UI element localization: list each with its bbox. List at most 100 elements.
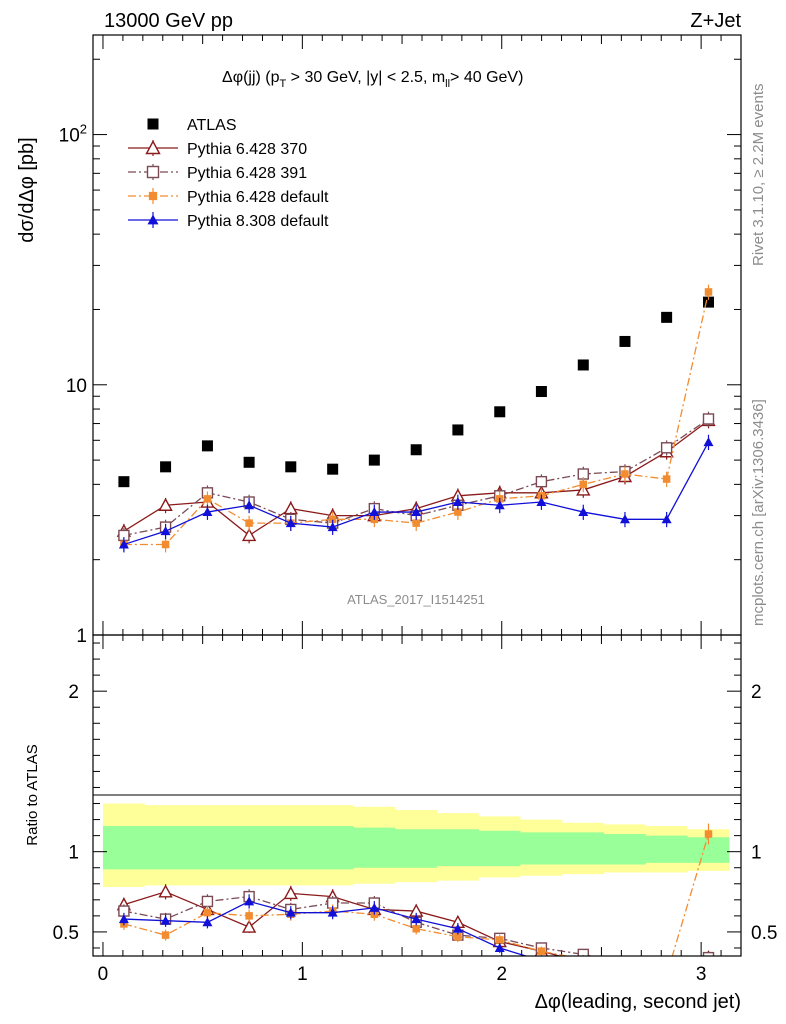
ratio-y-tick-label-left: 1 xyxy=(68,843,79,864)
main-y-tick-label: 1 xyxy=(76,626,87,647)
data-point-marker xyxy=(327,522,338,532)
main-y-tick-label: 10 xyxy=(66,376,87,397)
legend-entry-p8def: Pythia 8.308 default xyxy=(128,212,329,230)
data-point-marker xyxy=(201,440,213,452)
data-point-marker xyxy=(660,442,673,454)
data-point-marker xyxy=(285,907,296,917)
legend-entry-atlas: ATLAS xyxy=(147,117,237,134)
data-point-marker xyxy=(579,480,588,489)
ratio-ticks xyxy=(93,642,741,949)
data-point-marker xyxy=(452,497,463,507)
legend-entry-p391: Pythia 6.428 391 xyxy=(128,164,307,182)
data-point-marker xyxy=(202,917,213,927)
data-point-marker xyxy=(160,915,171,925)
data-point-marker xyxy=(536,497,547,507)
data-point-marker xyxy=(411,914,422,924)
data-point-marker xyxy=(410,444,422,456)
data-point-marker xyxy=(285,461,297,473)
ratio-y-tick-label-left: 2 xyxy=(68,682,79,703)
main-y-tick-label: 102 xyxy=(59,122,87,147)
data-point-marker xyxy=(369,507,380,517)
data-point-marker xyxy=(703,296,715,308)
ratio-frame xyxy=(92,634,742,957)
data-point-marker xyxy=(577,359,589,371)
data-point-marker xyxy=(662,981,672,990)
ratio-y-tick-label-right: 0.5 xyxy=(751,923,777,944)
data-point-marker xyxy=(494,406,506,418)
series-line-p391 xyxy=(123,418,709,537)
legend-label: ATLAS xyxy=(187,117,237,134)
data-point-marker xyxy=(704,288,713,296)
plot-title-sub-2: ll xyxy=(445,78,450,90)
data-point-marker xyxy=(243,456,255,468)
plot-title-part-2: > 30 GeV, |y| < 2.5, m xyxy=(286,69,445,86)
tick-base: 10 xyxy=(59,126,80,147)
main-panel: dσ/dΔφ [pb] Δφ(jj) (pT > 30 GeV, |y| < 2… xyxy=(16,34,742,956)
data-point-marker xyxy=(148,191,158,201)
data-point-marker xyxy=(662,475,671,483)
data-point-marker xyxy=(245,519,253,527)
data-point-marker xyxy=(661,961,673,972)
legend-label: Pythia 6.428 default xyxy=(187,189,329,206)
x-tick-label: 3 xyxy=(696,964,707,985)
data-point-marker xyxy=(619,335,631,347)
plot-title-sub-1: T xyxy=(280,78,287,90)
data-point-marker xyxy=(702,413,715,425)
series-line-p6def xyxy=(123,291,710,546)
data-point-marker xyxy=(494,500,505,510)
data-point-marker xyxy=(619,961,631,972)
ratio-data xyxy=(116,823,715,990)
data-point-marker xyxy=(619,514,630,524)
legend-label: Pythia 8.308 default xyxy=(187,213,329,230)
plot-title-part-3: > 40 GeV) xyxy=(450,69,523,86)
data-point-marker xyxy=(118,539,129,549)
data-point-marker xyxy=(201,895,214,908)
data-point-marker xyxy=(578,507,589,517)
data-point-marker xyxy=(454,508,462,516)
header-left: 13000 GeV pp xyxy=(104,10,233,32)
ratio-line-p391 xyxy=(123,895,594,956)
main-y-axis-label: dσ/dΔφ [pb] xyxy=(16,137,38,242)
data-point-marker xyxy=(118,914,129,924)
data-point-marker xyxy=(412,924,420,933)
data-point-marker xyxy=(369,902,380,912)
data-point-marker xyxy=(535,475,548,488)
data-point-marker xyxy=(535,386,547,398)
data-point-marker xyxy=(577,948,589,956)
legend-label: Pythia 6.428 370 xyxy=(187,141,307,158)
data-point-marker xyxy=(202,507,213,517)
data-point-marker xyxy=(661,514,672,524)
data-point-marker xyxy=(145,140,161,155)
legend-entry-p6def: Pythia 6.428 default xyxy=(128,188,329,206)
data-point-marker xyxy=(328,515,337,524)
tick-exponent: 2 xyxy=(80,122,87,137)
ratio-y-axis-label: Ratio to ATLAS xyxy=(24,744,41,845)
data-point-marker xyxy=(118,476,130,488)
data-point-marker xyxy=(158,884,173,898)
header-right: Z+Jet xyxy=(690,10,741,32)
ratio-panel: Ratio to ATLAS Δφ(leading, second jet) 0… xyxy=(24,634,777,1013)
x-tick-label: 0 xyxy=(98,964,109,985)
data-point-marker xyxy=(494,942,505,952)
data-point-marker xyxy=(147,118,159,130)
plot-title-part-1: Δφ(jj) (p xyxy=(222,69,280,86)
data-point-marker xyxy=(661,311,673,323)
ratio-uncertainty-bands xyxy=(102,803,730,887)
data-point-marker xyxy=(495,936,504,944)
data-point-marker xyxy=(621,962,629,970)
data-point-marker xyxy=(146,165,160,179)
main-ticks xyxy=(93,35,742,956)
band-inner xyxy=(102,825,730,870)
ratio-series-p8def xyxy=(118,894,672,990)
plot-title: Δφ(jj) (pT > 30 GeV, |y| < 2.5, mll> 40 … xyxy=(222,69,523,90)
data-point-marker xyxy=(245,912,253,920)
data-point-marker xyxy=(241,919,257,933)
data-point-marker xyxy=(158,497,173,511)
x-tick-label: 2 xyxy=(496,964,507,985)
data-point-marker xyxy=(327,463,339,475)
ratio-y-tick-label-right: 1 xyxy=(751,843,762,864)
legend-entry-p370: Pythia 6.428 370 xyxy=(128,140,307,158)
data-point-marker xyxy=(412,519,420,527)
data-point-marker xyxy=(662,959,672,969)
